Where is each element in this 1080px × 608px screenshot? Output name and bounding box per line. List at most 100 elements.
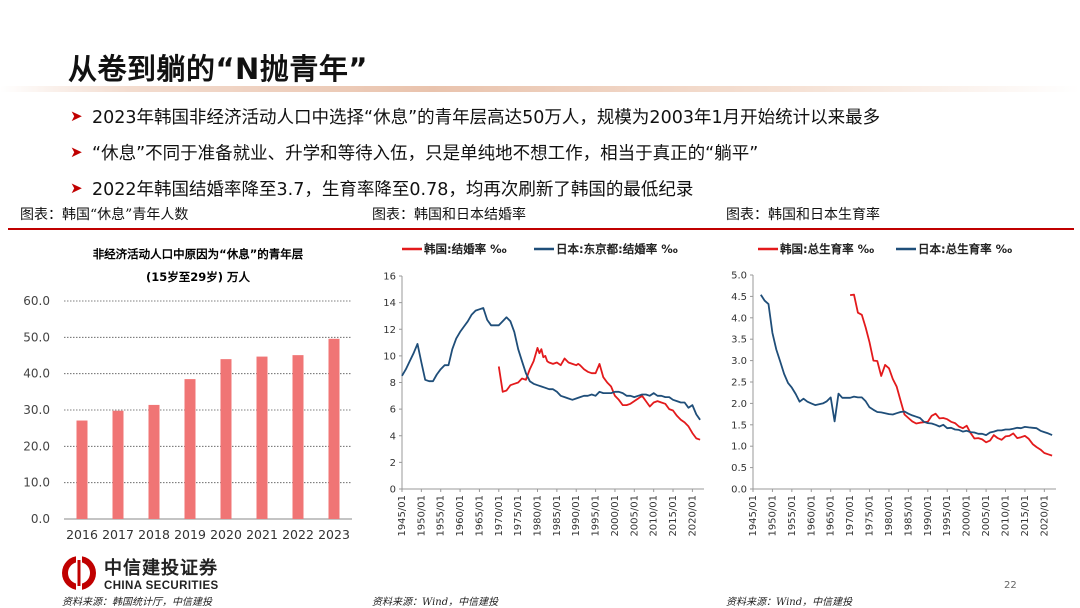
x-tick-label: 2015/01 [1020, 495, 1031, 537]
bar [256, 356, 268, 519]
bullet-item: ➤ 2023年韩国非经济活动人口中选择“休息”的青年层高达50万人，规模为200… [70, 98, 880, 134]
marriage-rate-line-chart: 韩国:结婚率 ‰ 日本:东京都:结婚率 ‰ 0 2 4 6 8 10 12 14 16 1945/0… [383, 242, 704, 537]
bar [220, 359, 232, 519]
y-tick-label: 0.0 [31, 512, 50, 526]
x-tick-label: 2000/01 [962, 495, 973, 537]
bullet-text: 2023年韩国非经济活动人口中选择“休息”的青年层高达50万人，规模为2003年… [92, 107, 881, 128]
x-tick-label: 2010/01 [649, 495, 660, 537]
x-tick-label: 2016 [66, 527, 98, 542]
y-tick-label: 40.0 [23, 367, 50, 381]
bar [328, 338, 340, 519]
y-tick-label: 50.0 [23, 330, 50, 344]
x-tick-label: 1950/01 [767, 495, 778, 537]
y-tick-label: 20.0 [23, 439, 50, 453]
y-tick-label: 1.0 [731, 442, 747, 453]
x-tick-label: 1960/01 [455, 495, 466, 537]
x-tick-label: 2017 [102, 527, 134, 542]
y-tick-label: 1.5 [731, 420, 747, 431]
bullet-arrow-icon: ➤ [70, 179, 83, 197]
x-tick-label: 1955/01 [436, 495, 447, 537]
series-lines [760, 293, 1053, 457]
logo-english-name: CHINA SECURITIES [104, 580, 219, 592]
y-tick-label: 16 [383, 272, 396, 283]
legend: 韩国:总生育率 ‰ 日本:总生育率 ‰ [758, 242, 1013, 256]
x-tick-label: 1955/01 [787, 495, 798, 537]
bullet-text: “休息”不同于准备就业、升学和等待入伍，只是单纯地不想工作，相当于真正的“躺平” [92, 143, 759, 164]
y-axis-ticks: 0.0 10.0 20.0 30.0 40.0 50.0 60.0 [23, 294, 50, 526]
bullet-item: ➤ 2022年韩国结婚率降至3.7，生育率降至0.78，均再次刷新了韩国的最低纪… [70, 170, 880, 206]
x-tick-label: 2019 [174, 527, 206, 542]
x-tick-label: 1980/01 [533, 495, 544, 537]
x-tick-label: 1985/01 [552, 495, 563, 537]
legend: 韩国:结婚率 ‰ 日本:东京都:结婚率 ‰ [402, 242, 678, 256]
y-tick-label: 4.5 [731, 292, 747, 303]
x-tick-label: 2005/01 [981, 495, 992, 537]
bar [76, 420, 88, 519]
x-tick-label: 1990/01 [571, 495, 582, 537]
bullet-text: 2022年韩国结婚率降至3.7，生育率降至0.78，均再次刷新了韩国的最低纪录 [92, 179, 694, 200]
y-tick-label: 0 [390, 485, 396, 496]
x-tick-label: 2015/01 [668, 495, 679, 537]
y-tick-label: 10.0 [23, 476, 50, 490]
source-note: 资料来源：Wind，中信建投 [372, 597, 499, 608]
y-tick-label: 12 [383, 325, 396, 336]
x-tick-label: 1995/01 [942, 495, 953, 537]
logo-chinese-name: 中信建投证券 [104, 558, 218, 579]
chart-subtitle: (15岁至29岁) 万人 [146, 270, 251, 284]
y-tick-label: 6 [390, 405, 396, 416]
bullet-item: ➤ “休息”不同于准备就业、升学和等待入伍，只是单纯地不想工作，相当于真正的“躺… [70, 134, 880, 170]
x-tick-label: 1990/01 [923, 495, 934, 537]
y-tick-label: 0.5 [731, 463, 747, 474]
source-note: 资料来源：Wind，中信建投 [726, 597, 853, 608]
legend-label: 韩国:结婚率 ‰ [424, 242, 507, 256]
bullet-list: ➤ 2023年韩国非经济活动人口中选择“休息”的青年层高达50万人，规模为200… [70, 98, 880, 206]
x-tick-label: 1960/01 [806, 495, 817, 537]
series-line [497, 347, 701, 441]
y-tick-label: 3.0 [731, 356, 747, 367]
company-logo: 中信建投证券 CHINA SECURITIES [60, 554, 219, 592]
rest-youth-bar-chart: 非经济活动人口中原因为“休息”的青年层 (15岁至29岁) 万人 0.0 10.0… [23, 247, 352, 542]
x-tick-label: 2022 [282, 527, 314, 542]
legend-label: 韩国:总生育率 ‰ [780, 242, 875, 256]
y-tick-label: 14 [383, 298, 396, 309]
gridlines [64, 300, 352, 520]
x-tick-label: 2000/01 [610, 495, 621, 537]
fertility-rate-line-chart: 韩国:总生育率 ‰ 日本:总生育率 ‰ 0.0 0.5 1.0 1.5 2.0 2.5 3.0… [731, 242, 1056, 537]
bar [148, 404, 160, 519]
series-lines [401, 307, 701, 441]
y-tick-label: 8 [390, 378, 396, 389]
y-tick-label: 4.0 [731, 313, 747, 324]
x-tick-label: 2020/01 [687, 495, 698, 537]
page-title: 从卷到躺的“N抛青年” [68, 52, 368, 86]
bar [184, 379, 196, 519]
series-line [850, 293, 1053, 457]
y-tick-label: 4 [390, 431, 396, 442]
y-tick-label: 0.0 [731, 485, 747, 496]
x-tick-label: 2020/01 [1039, 495, 1050, 537]
axes: 0.0 0.5 1.0 1.5 2.0 2.5 3.0 3.5 4.0 4.5 5.0 1945/01… [731, 271, 1056, 537]
series-line [401, 307, 701, 421]
y-tick-label: 60.0 [23, 294, 50, 308]
panel-caption-fertility-rate: 图表：韩国和日本生育率 [726, 207, 880, 223]
y-tick-label: 5.0 [731, 271, 747, 282]
source-note: 资料来源：韩国统计厅，中信建投 [62, 597, 212, 608]
x-tick-label: 1995/01 [591, 495, 602, 537]
x-tick-label: 1970/01 [845, 495, 856, 537]
series-line [760, 294, 1053, 437]
panel-caption-rest-youth: 图表：韩国“休息”青年人数 [20, 207, 189, 223]
x-tick-label: 1975/01 [513, 495, 524, 537]
x-tick-label: 1985/01 [903, 495, 914, 537]
legend-label: 日本:东京都:结婚率 ‰ [556, 242, 678, 256]
x-tick-label: 1980/01 [884, 495, 895, 537]
citic-emblem-icon [62, 556, 96, 590]
bars [76, 338, 340, 519]
chart-title: 非经济活动人口中原因为“休息”的青年层 [93, 247, 304, 261]
bullet-arrow-icon: ➤ [70, 143, 83, 161]
x-tick-label: 2020 [210, 527, 242, 542]
x-tick-label: 1965/01 [826, 495, 837, 537]
bar [112, 410, 124, 519]
x-tick-label: 1975/01 [865, 495, 876, 537]
x-tick-label: 2005/01 [629, 495, 640, 537]
page-number: 22 [1004, 580, 1017, 591]
legend-label: 日本:总生育率 ‰ [918, 242, 1013, 256]
